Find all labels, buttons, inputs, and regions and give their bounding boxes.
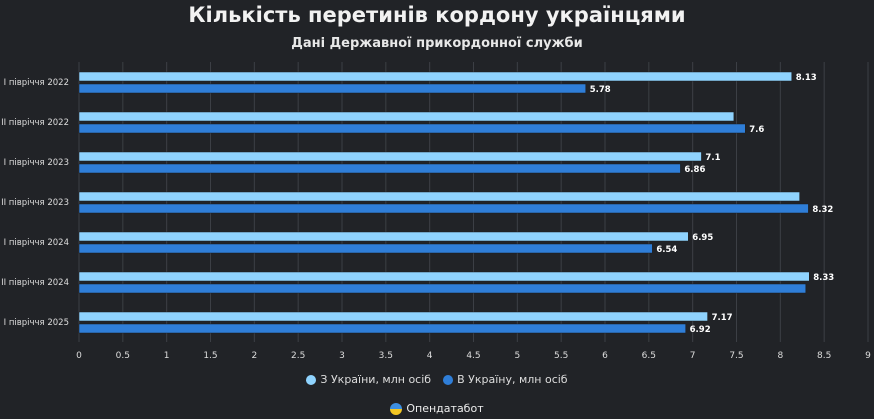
bar bbox=[78, 323, 686, 334]
category-label: II півріччя 2023 bbox=[1, 198, 69, 208]
data-label: 8.13 bbox=[796, 73, 817, 83]
chart-title: Кількість перетинів кордону українцями bbox=[188, 3, 686, 27]
data-label: 8.33 bbox=[813, 273, 834, 283]
x-tick-label: 6 bbox=[602, 351, 608, 361]
bar bbox=[78, 203, 809, 214]
data-label: 7.17 bbox=[712, 313, 733, 323]
bar bbox=[78, 271, 810, 282]
bar bbox=[78, 83, 586, 94]
data-label: 8.32 bbox=[812, 205, 833, 215]
category-label: II півріччя 2024 bbox=[1, 278, 69, 288]
x-tick-label: 1.5 bbox=[203, 351, 217, 361]
bar bbox=[78, 123, 746, 134]
data-label: 6.86 bbox=[684, 165, 705, 175]
opendatabot-logo-icon bbox=[390, 402, 403, 415]
x-tick-label: 1 bbox=[164, 351, 170, 361]
data-label: 5.78 bbox=[590, 85, 611, 95]
category-label: II півріччя 2022 bbox=[1, 118, 69, 128]
x-tick-label: 6.5 bbox=[642, 351, 656, 361]
bar bbox=[78, 191, 800, 202]
bar bbox=[78, 311, 708, 322]
data-label: 7.6 bbox=[749, 125, 764, 135]
data-label: 7.1 bbox=[705, 153, 720, 163]
x-tick-label: 2.5 bbox=[291, 351, 305, 361]
x-tick-label: 5 bbox=[514, 351, 520, 361]
data-label: 6.92 bbox=[690, 325, 711, 335]
x-tick-label: 0.5 bbox=[116, 351, 130, 361]
bar bbox=[78, 163, 681, 174]
legend-marker-icon bbox=[306, 374, 317, 385]
x-tick-label: 3 bbox=[339, 351, 345, 361]
x-tick-label: 8.5 bbox=[817, 351, 831, 361]
x-tick-label: 9 bbox=[865, 351, 871, 361]
bar bbox=[78, 231, 689, 242]
category-label: I півріччя 2022 bbox=[4, 78, 69, 88]
legend-item-to-ukraine[interactable]: В Україну, млн осіб bbox=[443, 373, 568, 386]
credit-text: Опендатабот bbox=[406, 402, 484, 415]
legend-label: З України, млн осіб bbox=[320, 373, 432, 386]
legend-marker-icon bbox=[443, 374, 454, 385]
category-label: I півріччя 2023 bbox=[4, 158, 69, 168]
data-label: 6.54 bbox=[656, 245, 677, 255]
bar bbox=[78, 71, 792, 82]
legend: З України, млн осіб В Україну, млн осіб bbox=[0, 373, 874, 386]
legend-label: В Україну, млн осіб bbox=[457, 373, 568, 386]
x-tick-label: 5.5 bbox=[554, 351, 568, 361]
bar bbox=[78, 283, 807, 294]
data-label: 6.95 bbox=[692, 233, 713, 243]
bar bbox=[78, 243, 653, 254]
x-tick-label: 7.5 bbox=[729, 351, 743, 361]
x-tick-label: 4.5 bbox=[466, 351, 480, 361]
legend-item-from-ukraine[interactable]: З України, млн осіб bbox=[306, 373, 431, 386]
bar-chart: 0 0.5 1 1.5 2 2.5 3 3.5 4 4.5 5 5.5 6 6.5 7 7.5 8 8.5 9 I п… bbox=[1, 62, 871, 361]
bar bbox=[78, 111, 735, 122]
x-tick-label: 7 bbox=[690, 351, 696, 361]
chart-subtitle: Дані Державної прикордонної служби bbox=[291, 36, 583, 51]
x-tick-label: 3.5 bbox=[379, 351, 393, 361]
category-label: I півріччя 2025 bbox=[4, 318, 69, 328]
x-tick-label: 2 bbox=[251, 351, 257, 361]
credit: Опендатабот bbox=[0, 402, 874, 415]
bar bbox=[78, 151, 702, 162]
category-label: I півріччя 2024 bbox=[4, 238, 69, 248]
x-tick-label: 0 bbox=[76, 351, 82, 361]
x-tick-label: 4 bbox=[427, 351, 433, 361]
x-tick-label: 8 bbox=[777, 351, 783, 361]
